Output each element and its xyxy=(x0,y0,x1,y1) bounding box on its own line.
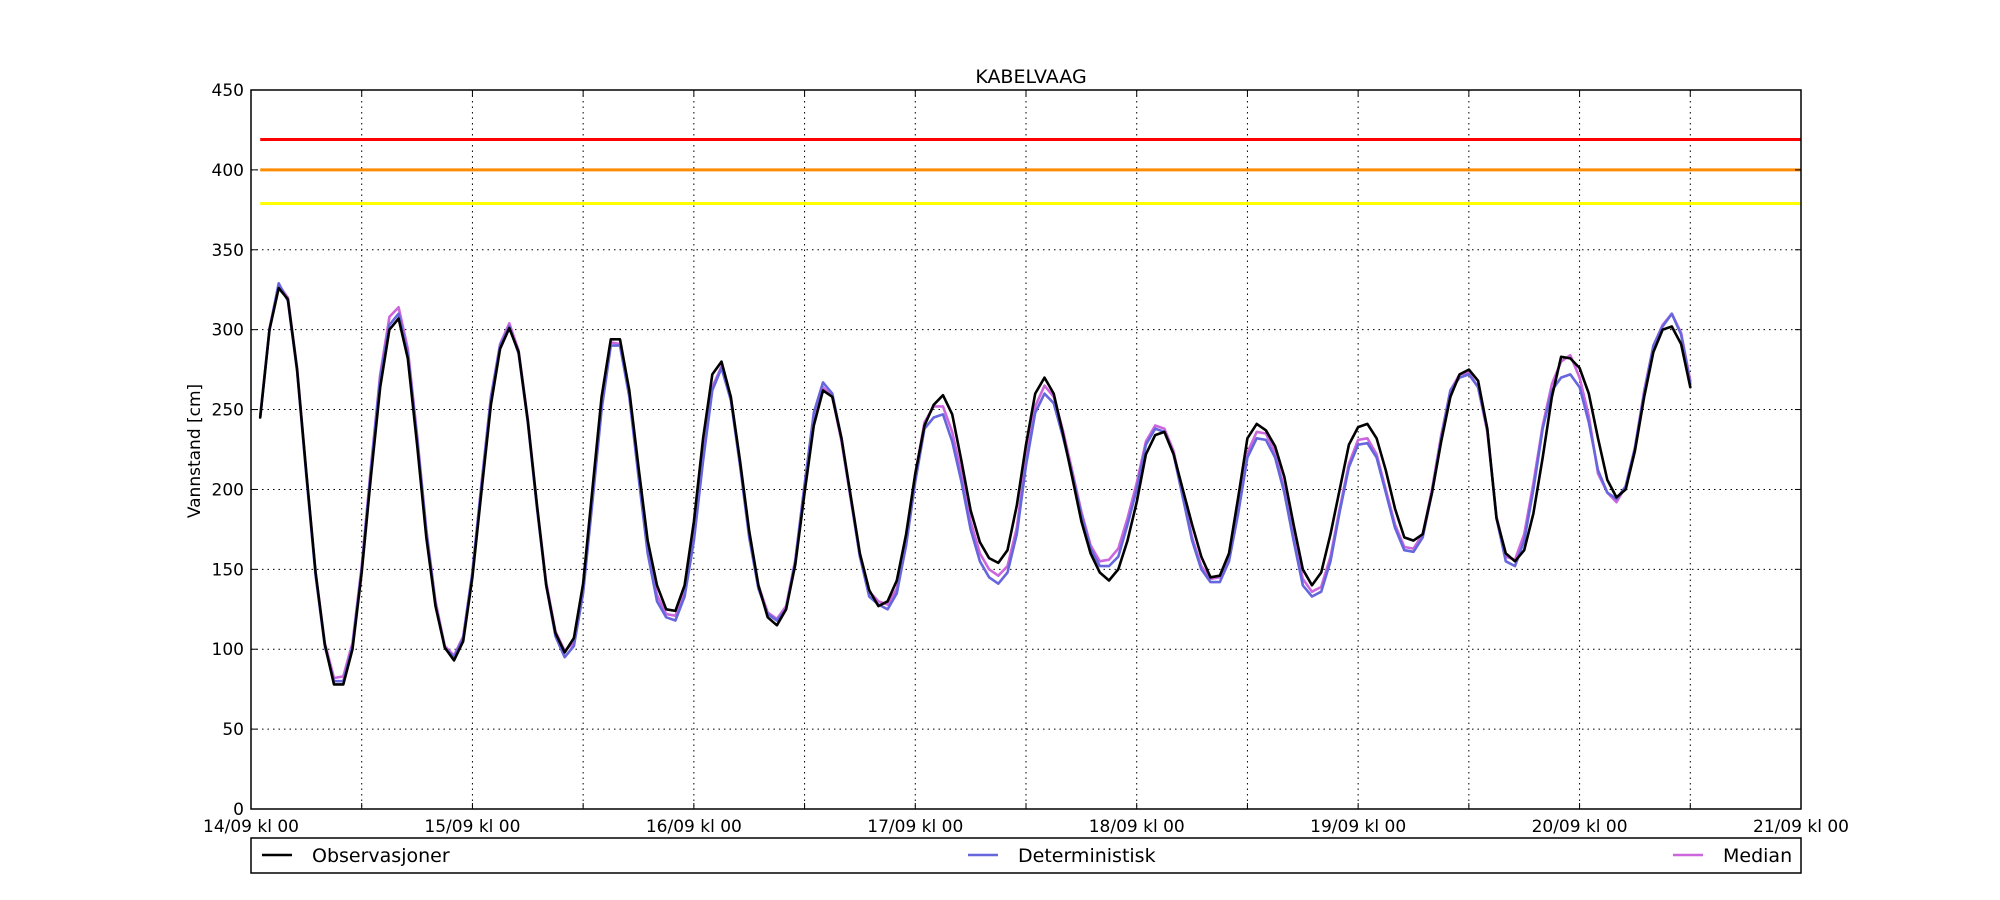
y-tick-label: 0 xyxy=(233,800,244,820)
x-tick-label: 19/09 kl 00 xyxy=(1310,817,1406,837)
legend-label-median: Median xyxy=(1723,845,1792,867)
x-tick-label: 15/09 kl 00 xyxy=(424,817,520,837)
y-tick-label: 400 xyxy=(212,161,244,181)
threshold-lines xyxy=(260,138,1801,205)
y-tick-label: 100 xyxy=(212,640,244,660)
x-tick-label: 18/09 kl 00 xyxy=(1089,817,1185,837)
series-line-observasjoner xyxy=(258,286,1692,686)
y-tick-label: 300 xyxy=(212,321,244,341)
y-tick-label: 50 xyxy=(222,720,244,740)
legend-box xyxy=(250,837,1802,874)
y-tick-label: 250 xyxy=(212,401,244,421)
data-series xyxy=(258,282,1692,686)
y-tick-label: 350 xyxy=(212,241,244,261)
y-axis-label: Vannstand [cm] xyxy=(185,384,205,518)
chart-title: KABELVAAG xyxy=(975,66,1086,88)
axis-ticks: 0 50 100 150 200 250 300 350 400 450 14/09 kl 00 15… xyxy=(203,81,1849,837)
legend-label-deterministisk: Deterministisk xyxy=(1018,845,1156,867)
legend-label-observasjoner: Observasjoner xyxy=(312,845,450,867)
x-tick-label: 14/09 kl 00 xyxy=(203,817,299,837)
x-tick-label: 20/09 kl 00 xyxy=(1532,817,1628,837)
x-tick-label: 16/09 kl 00 xyxy=(646,817,742,837)
y-tick-label: 150 xyxy=(212,560,244,580)
legend: Observasjoner Deterministisk Median xyxy=(250,837,1802,874)
y-tick-label: 450 xyxy=(212,81,244,101)
y-tick-label: 200 xyxy=(212,480,244,500)
x-tick-label: 17/09 kl 00 xyxy=(867,817,963,837)
x-tick-label: 21/09 kl 00 xyxy=(1753,817,1849,837)
